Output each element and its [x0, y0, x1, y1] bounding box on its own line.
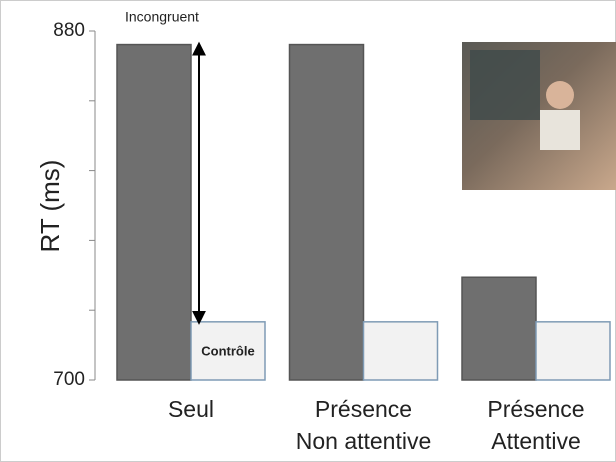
x-tick-label: Non attentive [296, 428, 432, 454]
bar [116, 43, 192, 381]
bar [288, 43, 365, 381]
series-label: Incongruent [125, 9, 199, 25]
y-axis-label: RT (ms) [35, 160, 65, 253]
bar [461, 276, 537, 381]
x-tick-label: Seul [168, 396, 214, 422]
photo-window [470, 50, 540, 120]
photo-person [540, 110, 580, 150]
x-tick-label: Présence [315, 396, 412, 422]
bar [362, 321, 439, 381]
bar [190, 321, 266, 381]
x-tick-label: Attentive [491, 428, 581, 454]
series-label: Contrôle [201, 343, 254, 358]
bar [535, 321, 611, 381]
photo-person [546, 81, 574, 109]
x-tick-label: Présence [487, 396, 584, 422]
y-tick-label: 880 [53, 20, 85, 41]
y-tick-label: 700 [53, 369, 85, 390]
